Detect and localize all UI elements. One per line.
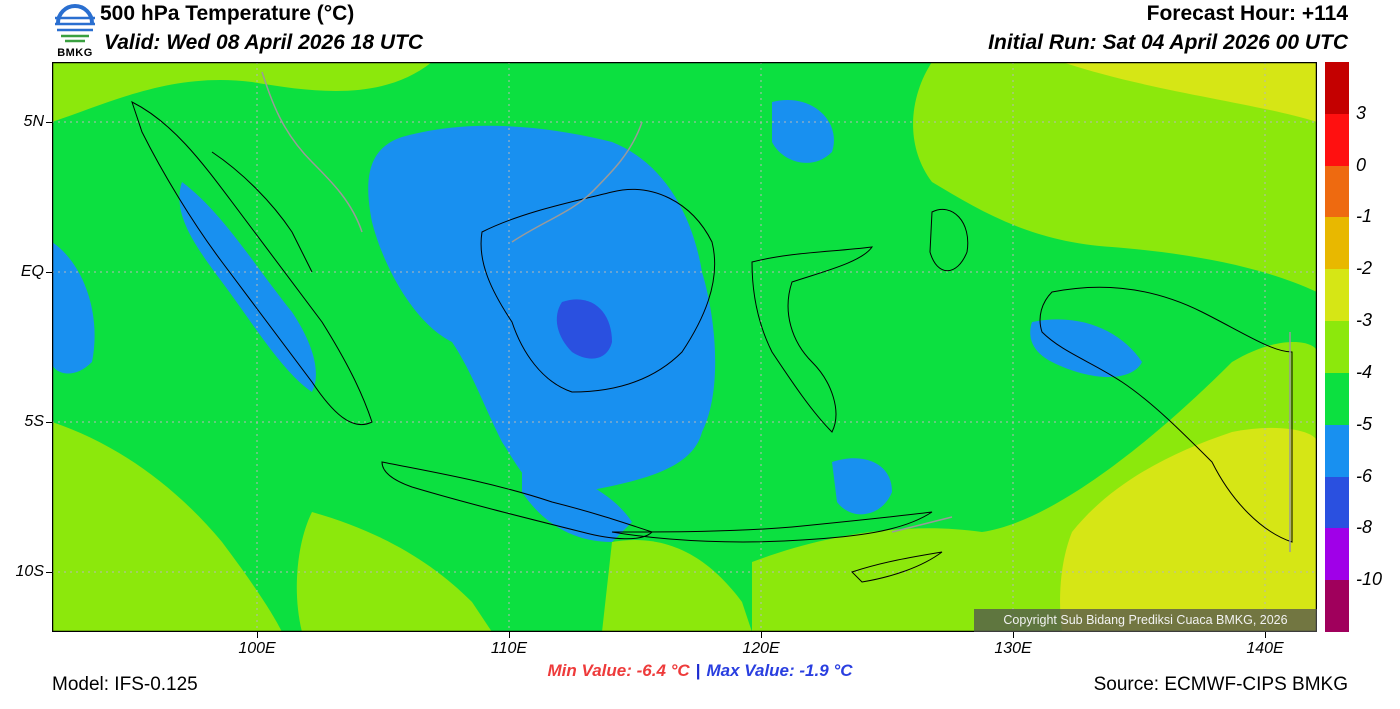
warm-zone-southwest: [52, 422, 282, 632]
lat-tick: [46, 272, 52, 273]
legend-color-cell: [1325, 372, 1349, 425]
coast-malaya: [211, 151, 313, 273]
legend-color-cell: [1325, 424, 1349, 477]
legend-label: -10: [1356, 569, 1383, 590]
legend-color-cell: [1325, 217, 1349, 270]
legend-label: 3: [1356, 102, 1367, 123]
legend-color-cell: [1325, 165, 1349, 218]
legend-label: -2: [1356, 258, 1373, 279]
legend-color-cell: [1325, 62, 1349, 114]
coast-nusa-tenggara: [611, 511, 933, 543]
legend-label: -6: [1356, 465, 1373, 486]
coast-maluku: [929, 208, 969, 272]
legend-color-cell: [1325, 580, 1349, 632]
legend-label: -3: [1356, 310, 1373, 331]
legend-label: -4: [1356, 361, 1373, 382]
warm-zone-north: [52, 62, 432, 122]
legend-label: -5: [1356, 413, 1373, 434]
max-value: Max Value: -1.9 °C: [706, 661, 853, 680]
lon-tick: [1013, 632, 1014, 638]
legend-color-cell: [1325, 113, 1349, 166]
bmkg-logo: [55, 4, 95, 43]
lon-tick: [257, 632, 258, 638]
lon-label-140e: 140E: [1246, 640, 1284, 657]
coast-sumatra: [131, 101, 373, 426]
lon-tick: [761, 632, 762, 638]
legend-color-cell: [1325, 476, 1349, 529]
forecast-hour: Forecast Hour: +114: [1146, 2, 1348, 25]
lat-label-10s: 10S: [15, 563, 44, 580]
legend-color-cell: [1325, 269, 1349, 322]
cold-zone-west: [52, 242, 95, 374]
initial-run: Initial Run: Sat 04 April 2026 00 UTC: [988, 31, 1348, 54]
cold-zone-papua: [1030, 319, 1142, 377]
coast-java: [381, 461, 653, 540]
lat-tick: [46, 572, 52, 573]
warm-zone-south-center: [602, 540, 752, 632]
legend-label: -1: [1356, 206, 1373, 227]
cold-zone-java: [522, 462, 632, 542]
legend-label: -8: [1356, 517, 1373, 538]
coldest-zone: [556, 299, 612, 359]
cold-zone-borneo: [368, 125, 716, 494]
model-name: Model: IFS-0.125: [52, 674, 198, 695]
coast-sulawesi: [751, 246, 874, 433]
legend-color-cell: [1325, 528, 1349, 581]
min-max-values: Min Value: -6.4 °C | Max Value: -1.9 °C: [0, 661, 1400, 681]
copyright-notice: Copyright Sub Bidang Prediksi Cuaca BMKG…: [974, 609, 1317, 632]
lon-label-130e: 130E: [994, 640, 1032, 657]
cold-zone-north-center: [772, 100, 834, 163]
coast-papua: [1039, 286, 1293, 543]
logo-text: BMKG: [57, 47, 93, 59]
separator: |: [695, 661, 701, 680]
data-source: Source: ECMWF-CIPS BMKG: [1093, 674, 1348, 695]
yellow-zone-northeast: [1062, 62, 1317, 122]
coast-timor: [851, 551, 943, 583]
cold-zone-celebes: [832, 458, 892, 515]
lon-label-110e: 110E: [490, 640, 528, 657]
valid-time: Valid: Wed 08 April 2026 18 UTC: [104, 31, 423, 54]
lat-label-5s: 5S: [24, 413, 44, 430]
warm-zone-northeast: [913, 62, 1317, 292]
lat-label-eq: EQ: [20, 263, 44, 280]
yellow-zone-southeast: [1060, 427, 1317, 632]
lat-label-5n: 5N: [23, 113, 44, 130]
lat-tick: [46, 422, 52, 423]
lon-tick: [509, 632, 510, 638]
lat-tick: [46, 122, 52, 123]
map-title: 500 hPa Temperature (°C): [100, 2, 355, 25]
cold-zone-sumatra: [179, 182, 316, 392]
color-legend: [1325, 62, 1349, 632]
lon-tick: [1265, 632, 1266, 638]
lon-label-100e: 100E: [238, 640, 276, 657]
coast-borneo: [480, 188, 716, 393]
lon-label-120e: 120E: [742, 640, 780, 657]
legend-color-cell: [1325, 321, 1349, 373]
legend-label: 0: [1356, 154, 1367, 175]
temperature-map[interactable]: [52, 62, 1317, 632]
min-value: Min Value: -6.4 °C: [547, 661, 690, 680]
